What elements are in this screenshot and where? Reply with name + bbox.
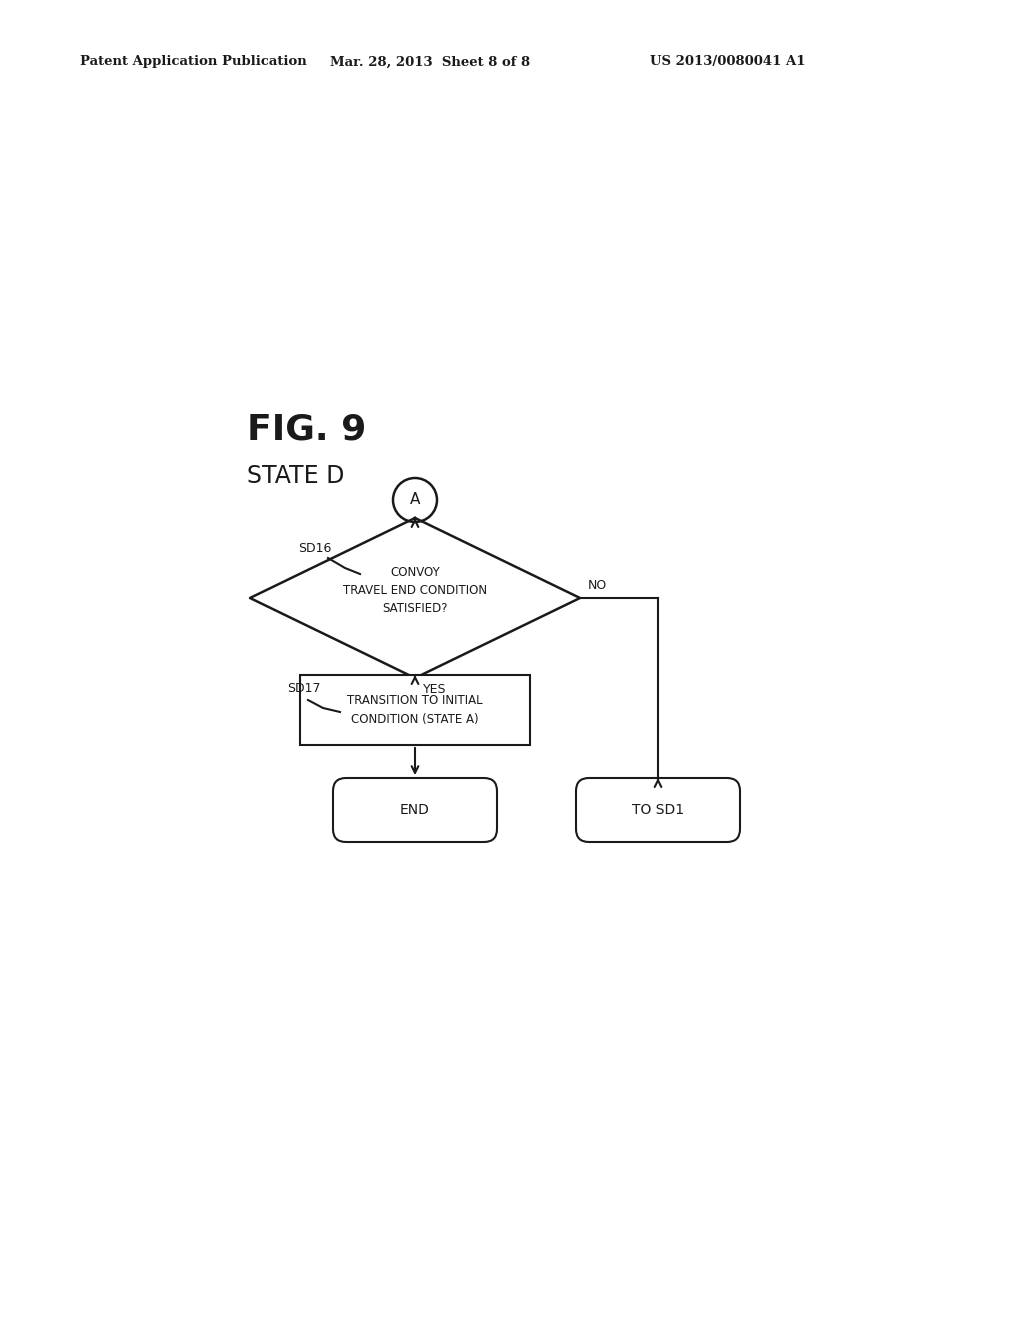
FancyBboxPatch shape: [333, 777, 497, 842]
Text: SD16: SD16: [298, 541, 332, 554]
Text: TO SD1: TO SD1: [632, 803, 684, 817]
Text: SD17: SD17: [287, 681, 321, 694]
FancyBboxPatch shape: [575, 777, 740, 842]
Text: US 2013/0080041 A1: US 2013/0080041 A1: [650, 55, 806, 69]
Text: A: A: [410, 492, 420, 507]
Text: YES: YES: [423, 682, 446, 696]
FancyBboxPatch shape: [300, 675, 530, 744]
Text: CONVOY
TRAVEL END CONDITION
SATISFIED?: CONVOY TRAVEL END CONDITION SATISFIED?: [343, 565, 487, 615]
Text: FIG. 9: FIG. 9: [247, 412, 367, 446]
Text: TRANSITION TO INITIAL
CONDITION (STATE A): TRANSITION TO INITIAL CONDITION (STATE A…: [347, 694, 482, 726]
Text: END: END: [400, 803, 430, 817]
Text: Mar. 28, 2013  Sheet 8 of 8: Mar. 28, 2013 Sheet 8 of 8: [330, 55, 530, 69]
Text: NO: NO: [588, 579, 607, 591]
Text: STATE D: STATE D: [247, 465, 344, 488]
Text: Patent Application Publication: Patent Application Publication: [80, 55, 307, 69]
